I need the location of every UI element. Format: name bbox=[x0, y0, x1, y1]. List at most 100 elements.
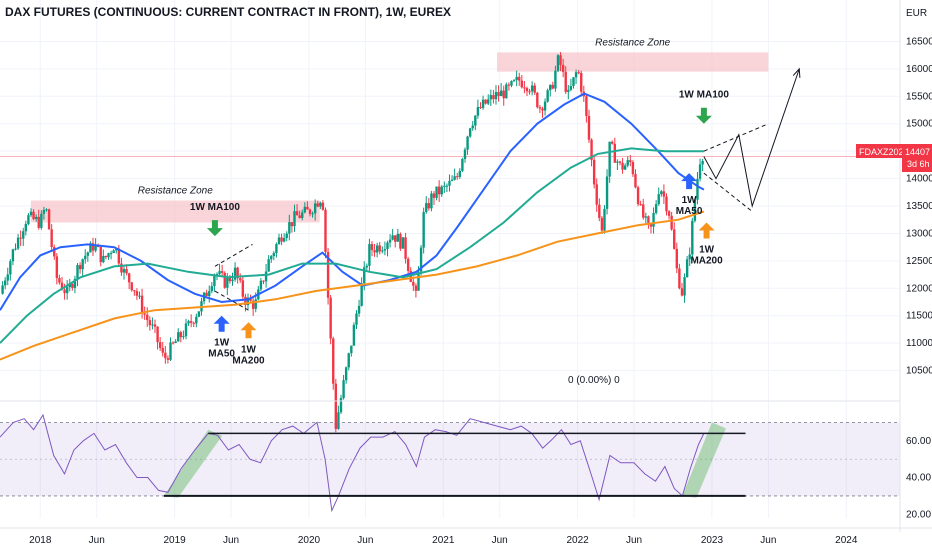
candle-body-44 bbox=[115, 248, 118, 251]
candle-body-222 bbox=[574, 72, 578, 78]
resistance-zone-label-0: Resistance Zone bbox=[138, 186, 213, 197]
candle-body-178 bbox=[461, 159, 464, 171]
candle-body-129 bbox=[334, 383, 338, 429]
candle-body-183 bbox=[474, 115, 477, 126]
annotation-label-2-1: MA200 bbox=[232, 355, 265, 366]
candle-body-93 bbox=[241, 280, 245, 297]
resistance-zone-1 bbox=[497, 52, 769, 72]
candle-body-111 bbox=[288, 222, 291, 234]
candle-body-29 bbox=[76, 265, 79, 279]
candle-body-119 bbox=[308, 209, 312, 214]
symbol-badge-bg bbox=[856, 144, 902, 158]
candle-body-171 bbox=[443, 185, 446, 187]
price-tick-label-6: 13500 bbox=[906, 201, 932, 212]
candle-body-2 bbox=[6, 274, 9, 281]
candle-body-253 bbox=[654, 204, 658, 213]
candle-body-11 bbox=[29, 211, 33, 216]
candle-body-199 bbox=[515, 76, 518, 81]
candle-body-86 bbox=[223, 272, 226, 288]
candle-body-56 bbox=[146, 314, 149, 321]
candle-body-155 bbox=[401, 237, 405, 249]
candle-body-252 bbox=[652, 212, 655, 227]
candle-body-250 bbox=[647, 216, 650, 224]
candle-body-267 bbox=[691, 220, 694, 255]
candle-body-7 bbox=[19, 237, 22, 239]
candle-body-153 bbox=[396, 233, 400, 242]
candle-body-247 bbox=[639, 204, 642, 206]
price-tick-label-11: 16000 bbox=[906, 64, 932, 75]
moving-averages bbox=[0, 92, 705, 361]
candle-body-193 bbox=[499, 90, 503, 97]
candle-body-214 bbox=[554, 70, 557, 89]
candle-body-52 bbox=[135, 291, 139, 296]
candle-body-271 bbox=[701, 160, 704, 165]
annotation-label-5-1: MA200 bbox=[690, 255, 723, 266]
candle-body-173 bbox=[448, 180, 451, 186]
candle-body-160 bbox=[414, 285, 418, 291]
candle-body-213 bbox=[551, 84, 555, 89]
candle-body-15 bbox=[40, 213, 43, 228]
dashed-channel-0 bbox=[214, 243, 253, 267]
candle-body-71 bbox=[184, 323, 188, 337]
candle-body-104 bbox=[270, 256, 273, 260]
candle-body-49 bbox=[127, 273, 131, 283]
annotation-arrow-4 bbox=[681, 173, 698, 190]
candle-body-203 bbox=[525, 88, 529, 92]
time-tick-label-8: 2022 bbox=[566, 535, 589, 546]
candle-body-20 bbox=[53, 247, 56, 257]
candle-body-90 bbox=[233, 267, 237, 280]
candle-body-69 bbox=[179, 332, 183, 338]
candle-body-79 bbox=[205, 292, 208, 297]
time-tick-label-1: Jun bbox=[89, 535, 105, 546]
candle-body-251 bbox=[649, 223, 653, 227]
candle-body-140 bbox=[363, 267, 366, 284]
candle-body-34 bbox=[89, 243, 92, 253]
center-readout: 0 (0.00%) 0 bbox=[568, 375, 620, 386]
candle-body-243 bbox=[629, 160, 632, 163]
candle-body-19 bbox=[50, 229, 53, 248]
candle-body-97 bbox=[251, 300, 255, 309]
candle-body-197 bbox=[510, 81, 513, 86]
candle-body-137 bbox=[355, 313, 358, 325]
candle-body-133 bbox=[344, 367, 348, 381]
symbol-badge-text: FDAXZ2022 bbox=[859, 147, 909, 157]
candle-body-192 bbox=[497, 92, 500, 97]
candle-body-249 bbox=[644, 216, 648, 218]
candle-body-45 bbox=[117, 248, 121, 264]
candle-body-224 bbox=[580, 72, 583, 92]
candle-body-107 bbox=[277, 237, 281, 245]
candle-body-210 bbox=[543, 101, 547, 111]
candle-body-138 bbox=[357, 305, 361, 314]
annotation-label-0: 1W MA100 bbox=[190, 202, 240, 213]
candle-body-205 bbox=[530, 85, 534, 92]
candle-body-62 bbox=[161, 347, 164, 353]
candle-body-27 bbox=[71, 283, 74, 288]
time-tick-label-2: 2019 bbox=[164, 535, 187, 546]
candle-body-68 bbox=[177, 332, 180, 342]
candle-body-266 bbox=[688, 254, 691, 260]
candle-body-122 bbox=[316, 203, 319, 207]
candle-body-223 bbox=[577, 72, 580, 74]
candle-body-9 bbox=[24, 223, 28, 232]
candle-body-82 bbox=[213, 275, 216, 287]
candle-body-91 bbox=[236, 267, 239, 279]
candle-body-169 bbox=[437, 186, 441, 195]
candle-body-209 bbox=[541, 108, 544, 111]
candle-body-221 bbox=[572, 77, 575, 86]
resistance-zone-label-1: Resistance Zone bbox=[595, 37, 670, 48]
time-tick-label-9: Jun bbox=[626, 535, 642, 546]
time-tick-label-3: Jun bbox=[223, 535, 239, 546]
candle-body-255 bbox=[660, 191, 663, 195]
candle-body-227 bbox=[587, 115, 591, 140]
candle-body-1 bbox=[3, 280, 7, 286]
candle-body-151 bbox=[391, 235, 394, 240]
last-price-badge: 14407 3d 6h bbox=[902, 144, 932, 172]
candle-body-198 bbox=[512, 80, 516, 82]
candle-body-177 bbox=[458, 170, 462, 177]
candle-body-211 bbox=[546, 90, 549, 102]
candle-body-260 bbox=[673, 229, 676, 249]
candle-body-196 bbox=[507, 84, 511, 86]
candle-body-228 bbox=[590, 139, 593, 160]
symbol-badge[interactable]: FDAXZ2022 bbox=[856, 144, 909, 158]
